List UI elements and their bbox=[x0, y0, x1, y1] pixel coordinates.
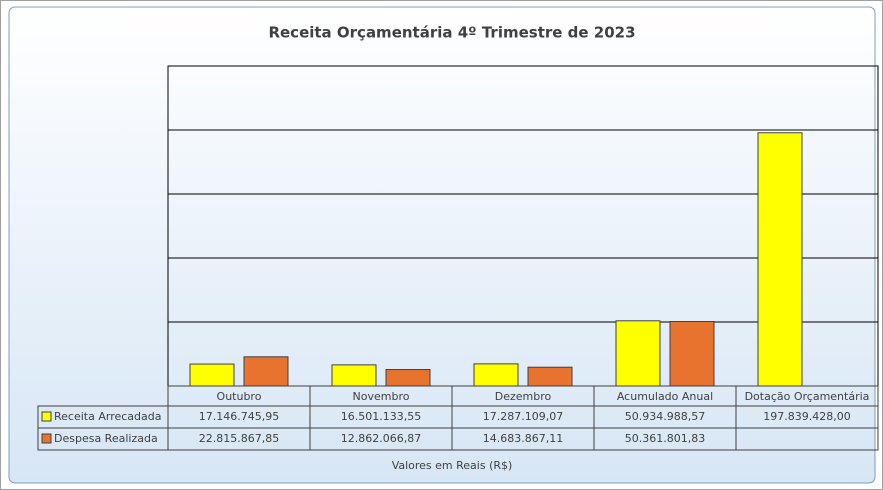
chart-title: Receita Orçamentária 4º Trimestre de 202… bbox=[268, 24, 635, 42]
bar bbox=[331, 364, 377, 387]
bar bbox=[473, 363, 519, 387]
bar bbox=[615, 320, 661, 387]
category-label: Acumulado Anual bbox=[617, 390, 713, 403]
table-value: 16.501.133,55 bbox=[341, 410, 421, 423]
legend-label: Despesa Realizada bbox=[54, 432, 158, 445]
bar bbox=[385, 369, 431, 387]
category-label: Novembro bbox=[353, 390, 410, 403]
category-label: Dotação Orçamentária bbox=[745, 390, 870, 403]
bar bbox=[757, 132, 803, 387]
table-value: 50.361.801,83 bbox=[625, 432, 705, 445]
category-label: Dezembro bbox=[495, 390, 552, 403]
category-label: Outubro bbox=[217, 390, 262, 403]
table-value: 17.287.109,07 bbox=[483, 410, 563, 423]
legend-key bbox=[41, 433, 52, 444]
table-value: 50.934.988,57 bbox=[625, 410, 705, 423]
table-value: 14.683.867,11 bbox=[483, 432, 563, 445]
x-axis-title: Valores em Reais (R$) bbox=[392, 459, 513, 472]
table-value: 22.815.867,85 bbox=[199, 432, 279, 445]
table-value: 197.839.428,00 bbox=[763, 410, 850, 423]
bar bbox=[527, 366, 573, 387]
table-value: 17.146.745,95 bbox=[199, 410, 279, 423]
legend-key bbox=[41, 411, 52, 422]
bar bbox=[189, 363, 235, 387]
table-value: 12.862.066,87 bbox=[341, 432, 421, 445]
legend-label: Receita Arrecadada bbox=[54, 410, 161, 423]
bar bbox=[243, 356, 289, 387]
bar bbox=[669, 321, 715, 387]
